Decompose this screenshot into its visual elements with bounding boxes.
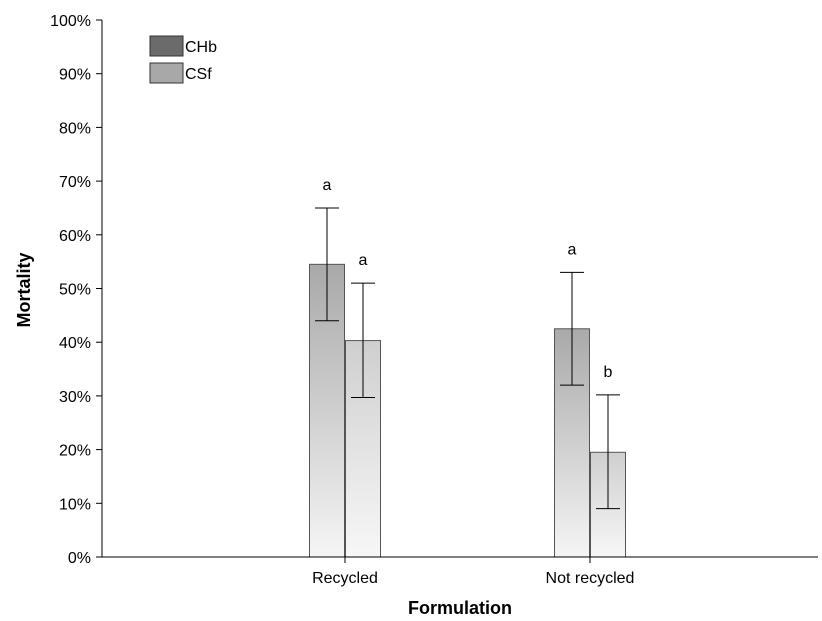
significance-labels-group: a a a b: [323, 177, 613, 381]
x-axis-title: Formulation: [408, 598, 512, 618]
significance-label: b: [604, 364, 613, 381]
bars-group: [309, 263, 626, 558]
y-tick-label: 40%: [59, 335, 91, 352]
y-tick-label: 90%: [59, 67, 91, 84]
y-tick-label: 10%: [59, 496, 91, 513]
y-axis-ticks: 0% 10% 20% 30% 40% 50% 60% 70% 80% 90% 100%: [50, 13, 102, 567]
legend-label-chb: CHb: [185, 39, 217, 56]
y-tick-label: 0%: [68, 550, 91, 567]
y-tick-label: 50%: [59, 282, 91, 299]
significance-label: a: [568, 241, 577, 258]
x-axis-ticks: Recycled Not recycled: [312, 557, 634, 587]
legend: CHb CSf: [149, 35, 217, 84]
y-tick-label: 100%: [50, 13, 91, 30]
y-tick-label: 80%: [59, 120, 91, 137]
significance-label: a: [359, 252, 368, 269]
error-bars-group: [315, 207, 620, 510]
y-tick-label: 60%: [59, 228, 91, 245]
y-tick-label: 30%: [59, 389, 91, 406]
y-axis-title: Mortality: [14, 252, 34, 327]
y-tick-label: 70%: [59, 174, 91, 191]
x-tick-label: Not recycled: [546, 570, 635, 587]
y-tick-label: 20%: [59, 443, 91, 460]
legend-swatch-csf: [149, 62, 184, 84]
legend-label-csf: CSf: [185, 66, 212, 83]
significance-label: a: [323, 177, 332, 194]
legend-swatch-chb: [149, 35, 184, 57]
x-tick-label: Recycled: [312, 570, 378, 587]
